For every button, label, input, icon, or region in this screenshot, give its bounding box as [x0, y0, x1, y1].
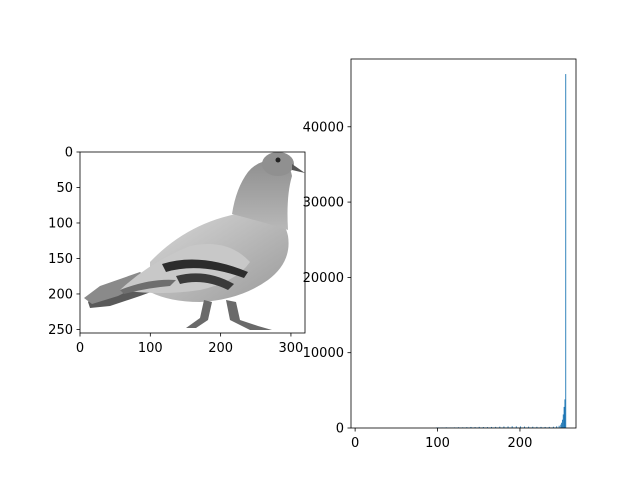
histogram-bar — [560, 424, 562, 428]
histogram-bar — [561, 422, 563, 428]
y-tick-label: 150 — [48, 252, 73, 267]
histogram-bar — [491, 426, 493, 428]
x-tick-label: 0 — [76, 341, 84, 356]
histogram-bar — [544, 426, 546, 428]
histogram-bar — [507, 426, 509, 428]
image-x-axis: 0 100 200 300 — [76, 333, 303, 356]
x-tick-label: 300 — [279, 341, 304, 356]
histogram-bar — [562, 414, 564, 428]
y-tick-label: 200 — [48, 287, 73, 302]
histogram-bar — [564, 399, 566, 428]
histogram-bar — [561, 419, 563, 428]
image-y-axis: 0 50 100 150 200 250 — [48, 146, 80, 338]
y-tick-label: 0 — [65, 146, 73, 161]
histogram-bar — [499, 426, 501, 428]
y-tick-label: 0 — [336, 422, 344, 437]
y-tick-label: 20000 — [303, 271, 344, 286]
histogram-bar — [558, 425, 560, 428]
histogram-bar — [565, 74, 567, 429]
histogram-bar — [556, 426, 558, 428]
x-tick-label: 200 — [508, 436, 533, 451]
histogram-bar — [503, 426, 505, 428]
histogram-bar — [532, 426, 534, 428]
y-tick-label: 250 — [48, 323, 73, 338]
histogram-bar — [470, 426, 472, 428]
y-tick-label: 40000 — [303, 120, 344, 135]
image-axes-frame — [79, 151, 306, 334]
histogram-bar — [524, 426, 525, 428]
y-tick-label: 100 — [48, 216, 73, 231]
histogram-bar — [528, 426, 530, 428]
histogram-bar — [552, 426, 554, 428]
histogram-background — [351, 59, 576, 428]
histogram-axes-frame — [350, 58, 577, 429]
x-tick-label: 100 — [425, 436, 450, 451]
y-tick-label: 10000 — [303, 346, 344, 361]
histogram-bar — [536, 426, 538, 428]
histogram-bar — [495, 426, 497, 428]
histogram-x-axis: 0 100 200 — [351, 428, 532, 451]
x-tick-label: 200 — [208, 341, 233, 356]
x-tick-label: 0 — [351, 436, 359, 451]
y-tick-label: 30000 — [303, 196, 344, 211]
histogram-bar — [548, 426, 550, 428]
histogram-bar — [563, 406, 565, 428]
x-tick-label: 100 — [138, 341, 163, 356]
histogram-y-axis: 0 10000 20000 30000 40000 — [303, 120, 351, 437]
y-tick-label: 50 — [56, 181, 73, 196]
image-subplot: 0 50 100 150 200 250 0 100 200 300 — [48, 146, 306, 356]
histogram-subplot: 0 10000 20000 30000 40000 0 100 200 — [303, 58, 577, 451]
histogram-bar — [519, 426, 521, 428]
histogram-bar — [511, 426, 513, 428]
histogram-bar — [515, 426, 517, 428]
histogram-bar — [540, 426, 542, 428]
histogram-bar — [482, 427, 484, 428]
pigeon-image — [84, 152, 305, 330]
histogram-bar — [478, 426, 480, 428]
